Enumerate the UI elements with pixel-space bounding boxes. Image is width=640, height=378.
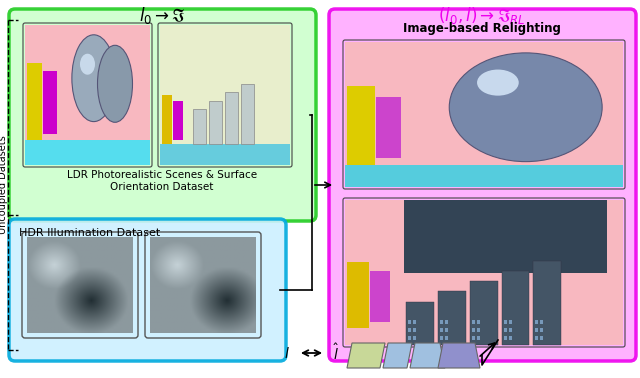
Bar	[345, 165, 623, 187]
Polygon shape	[383, 343, 412, 368]
Bar	[173, 101, 182, 140]
Bar	[540, 336, 543, 340]
Text: Image-based Relighting: Image-based Relighting	[403, 22, 561, 35]
Bar	[241, 84, 253, 144]
Polygon shape	[347, 343, 385, 368]
Bar	[535, 320, 538, 324]
Bar	[193, 109, 205, 144]
Bar	[345, 42, 623, 187]
Ellipse shape	[97, 45, 132, 122]
Text: $\hat{l}$: $\hat{l}$	[333, 343, 339, 363]
Bar	[43, 71, 57, 134]
Bar	[477, 336, 480, 340]
Bar	[504, 328, 507, 332]
Bar	[408, 328, 411, 332]
Bar	[413, 336, 416, 340]
Bar	[347, 262, 369, 328]
Bar	[162, 95, 172, 144]
Ellipse shape	[449, 53, 602, 162]
Text: $l_0 \rightarrow \mathfrak{I}$: $l_0 \rightarrow \mathfrak{I}$	[139, 5, 186, 26]
Bar	[502, 271, 529, 345]
Bar	[445, 320, 448, 324]
Bar	[370, 271, 390, 322]
Bar	[345, 200, 623, 345]
Bar	[445, 328, 448, 332]
Bar	[533, 261, 561, 345]
Text: LDR Photorealistic Scenes & Surface
Orientation Dataset: LDR Photorealistic Scenes & Surface Orie…	[67, 170, 257, 192]
Ellipse shape	[477, 70, 519, 96]
Bar	[376, 97, 401, 158]
Bar	[406, 302, 434, 345]
Bar	[209, 101, 221, 144]
FancyBboxPatch shape	[9, 9, 316, 221]
Polygon shape	[438, 343, 480, 368]
Bar	[25, 25, 150, 165]
Bar	[509, 320, 511, 324]
Bar	[472, 336, 475, 340]
Bar	[440, 328, 443, 332]
Text: HDR Illumination Dataset: HDR Illumination Dataset	[19, 228, 161, 238]
Bar	[440, 320, 443, 324]
Bar	[504, 336, 507, 340]
Bar	[404, 200, 607, 273]
Polygon shape	[410, 343, 445, 368]
Bar	[408, 336, 411, 340]
Bar	[535, 328, 538, 332]
Ellipse shape	[80, 54, 95, 75]
Text: $(l_0, l) \rightarrow \mathfrak{I}_{RL}$: $(l_0, l) \rightarrow \mathfrak{I}_{RL}$	[438, 5, 526, 26]
Bar	[540, 328, 543, 332]
Bar	[509, 328, 511, 332]
Bar	[160, 25, 290, 165]
Bar	[445, 336, 448, 340]
Bar	[440, 336, 443, 340]
FancyBboxPatch shape	[9, 219, 286, 361]
Bar	[540, 320, 543, 324]
Bar	[345, 200, 623, 345]
Ellipse shape	[72, 35, 116, 122]
Text: Uncoupled Datasets: Uncoupled Datasets	[0, 136, 8, 234]
Bar	[477, 320, 480, 324]
Bar	[509, 336, 511, 340]
Bar	[347, 85, 375, 165]
Bar	[25, 140, 150, 165]
Bar	[470, 281, 497, 345]
Bar	[504, 320, 507, 324]
Bar	[535, 336, 538, 340]
Bar	[160, 144, 290, 165]
Text: $l$: $l$	[284, 345, 290, 361]
Bar	[438, 291, 466, 345]
Bar	[472, 320, 475, 324]
Bar	[472, 328, 475, 332]
Bar	[160, 25, 290, 165]
FancyBboxPatch shape	[329, 9, 636, 361]
Bar	[27, 63, 42, 140]
Bar	[413, 320, 416, 324]
Bar	[225, 92, 237, 144]
Bar	[477, 328, 480, 332]
Bar	[413, 328, 416, 332]
Bar	[408, 320, 411, 324]
